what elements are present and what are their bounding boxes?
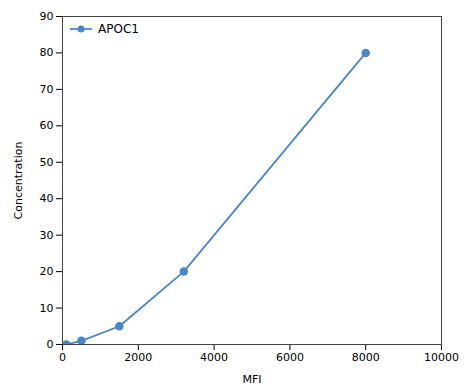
svg-text:20: 20: [40, 265, 54, 278]
svg-text:10: 10: [40, 302, 54, 315]
svg-text:30: 30: [40, 229, 54, 242]
svg-text:60: 60: [40, 119, 54, 132]
svg-text:10000: 10000: [424, 351, 459, 364]
svg-text:90: 90: [40, 10, 54, 23]
svg-text:40: 40: [40, 192, 54, 205]
svg-text:0: 0: [59, 351, 66, 364]
svg-text:70: 70: [40, 83, 54, 96]
svg-text:8000: 8000: [352, 351, 380, 364]
svg-text:2000: 2000: [124, 351, 152, 364]
svg-text:6000: 6000: [276, 351, 304, 364]
svg-text:4000: 4000: [200, 351, 228, 364]
svg-text:Concentration: Concentration: [12, 142, 25, 220]
svg-text:0: 0: [47, 338, 54, 351]
svg-text:50: 50: [40, 156, 54, 169]
svg-text:MFI: MFI: [242, 373, 261, 386]
svg-text:80: 80: [40, 46, 54, 59]
html-text:APOC1: APOC1: [98, 22, 139, 36]
